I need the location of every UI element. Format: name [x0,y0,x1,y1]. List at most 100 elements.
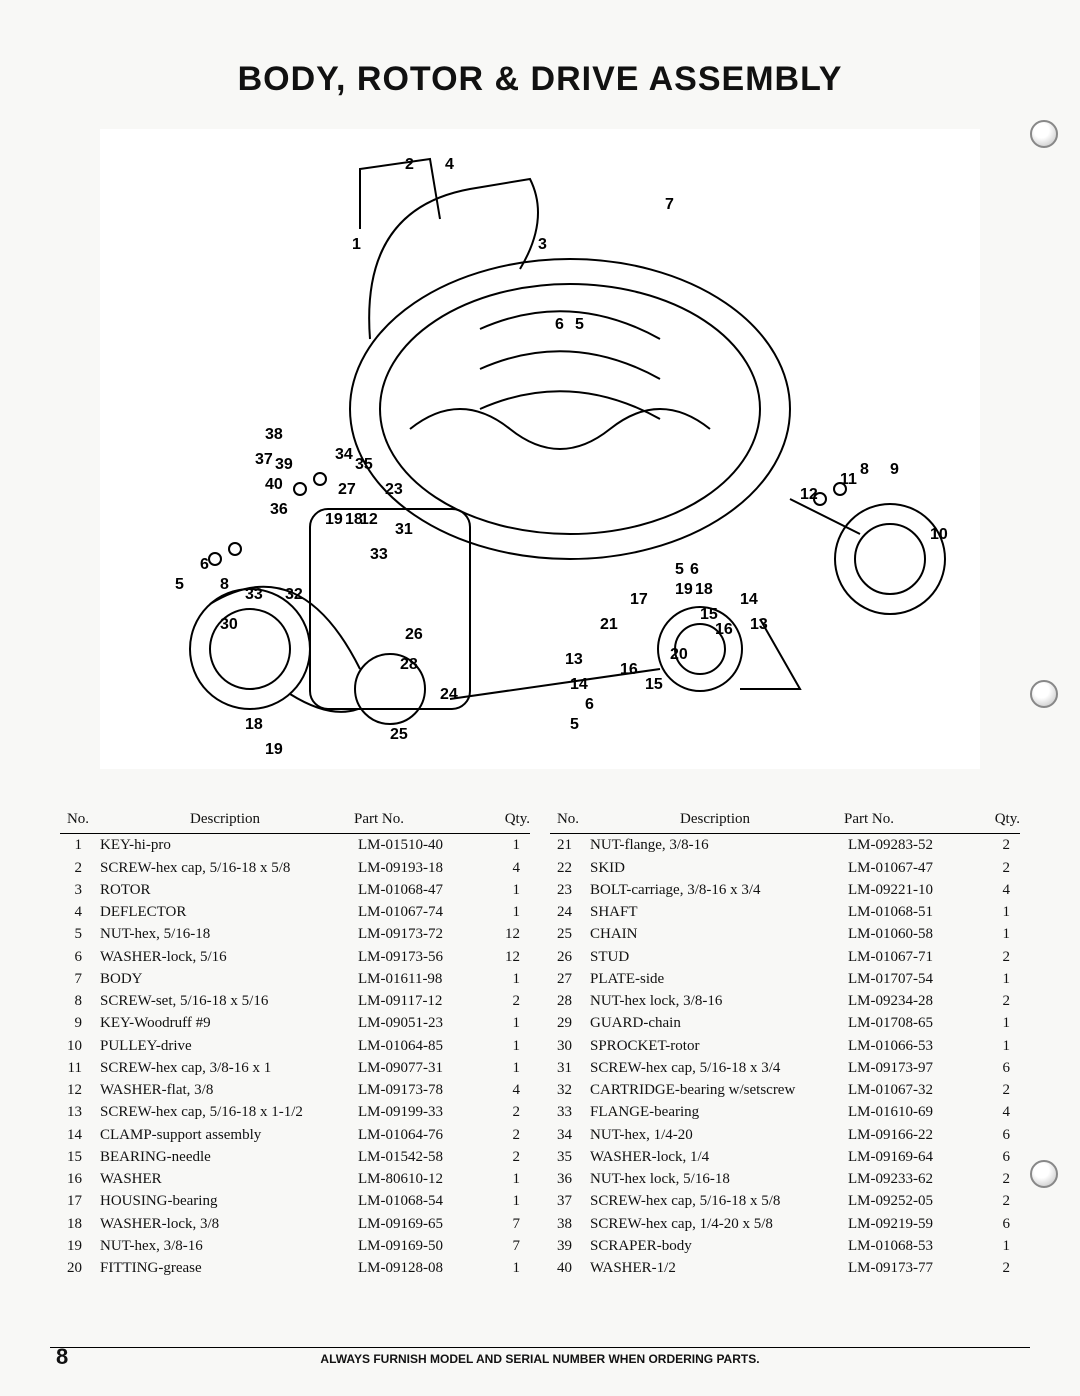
cell-no: 19 [60,1235,96,1257]
svg-text:18: 18 [245,716,263,733]
cell-desc: WASHER-lock, 5/16 [96,946,354,968]
svg-text:33: 33 [245,586,263,603]
cell-no: 24 [550,901,586,923]
cell-no: 32 [550,1079,586,1101]
svg-text:12: 12 [360,511,378,528]
cell-pn: LM-01060-58 [844,923,974,945]
table-row: 36NUT-hex lock, 5/16-18LM-09233-622 [550,1168,1020,1190]
cell-desc: CLAMP-support assembly [96,1124,354,1146]
cell-no: 30 [550,1035,586,1057]
table-row: 39SCRAPER-bodyLM-01068-531 [550,1235,1020,1257]
cell-pn: LM-09219-59 [844,1213,974,1235]
cell-desc: WASHER-1/2 [586,1257,844,1279]
svg-text:16: 16 [620,661,638,678]
table-row: 16WASHERLM-80610-121 [60,1168,530,1190]
cell-no: 7 [60,968,96,990]
cell-pn: LM-01067-32 [844,1079,974,1101]
col-qty: Qty. [974,809,1020,834]
svg-text:6: 6 [200,556,209,573]
cell-no: 17 [60,1190,96,1212]
col-no: No. [60,809,96,834]
cell-qty: 2 [484,1101,530,1123]
svg-text:25: 25 [390,726,408,743]
cell-no: 40 [550,1257,586,1279]
cell-qty: 4 [484,1079,530,1101]
table-row: 13SCREW-hex cap, 5/16-18 x 1-1/2LM-09199… [60,1101,530,1123]
svg-text:19: 19 [325,511,343,528]
table-row: 14CLAMP-support assemblyLM-01064-762 [60,1124,530,1146]
cell-no: 37 [550,1190,586,1212]
cell-no: 1 [60,834,96,857]
punch-hole-icon [1030,1160,1058,1188]
cell-desc: SCREW-hex cap, 5/16-18 x 1-1/2 [96,1101,354,1123]
cell-pn: LM-09233-62 [844,1168,974,1190]
cell-no: 11 [60,1057,96,1079]
cell-pn: LM-01068-47 [354,879,484,901]
svg-text:20: 20 [670,646,688,663]
cell-desc: NUT-hex, 1/4-20 [586,1124,844,1146]
table-row: 21NUT-flange, 3/8-16LM-09283-522 [550,834,1020,857]
cell-desc: NUT-hex, 3/8-16 [96,1235,354,1257]
svg-text:38: 38 [265,426,283,443]
cell-pn: LM-01542-58 [354,1146,484,1168]
cell-pn: LM-01707-54 [844,968,974,990]
cell-qty: 2 [974,1257,1020,1279]
cell-qty: 2 [974,990,1020,1012]
cell-qty: 2 [974,834,1020,857]
punch-hole-icon [1030,680,1058,708]
parts-table-left: No. Description Part No. Qty. 1KEY-hi-pr… [60,809,530,1279]
cell-pn: LM-09173-56 [354,946,484,968]
cell-no: 25 [550,923,586,945]
cell-qty: 6 [974,1213,1020,1235]
cell-no: 13 [60,1101,96,1123]
cell-pn: LM-01610-69 [844,1101,974,1123]
cell-no: 34 [550,1124,586,1146]
cell-no: 36 [550,1168,586,1190]
cell-pn: LM-80610-12 [354,1168,484,1190]
svg-text:18: 18 [695,581,713,598]
svg-text:5: 5 [575,316,584,333]
svg-text:27: 27 [338,481,356,498]
svg-text:23: 23 [385,481,403,498]
table-row: 35WASHER-lock, 1/4LM-09169-646 [550,1146,1020,1168]
svg-text:40: 40 [265,476,283,493]
svg-text:6: 6 [585,696,594,713]
cell-qty: 2 [974,1190,1020,1212]
cell-qty: 4 [974,879,1020,901]
cell-desc: SCREW-hex cap, 5/16-18 x 5/8 [586,1190,844,1212]
cell-qty: 6 [974,1146,1020,1168]
cell-pn: LM-01064-76 [354,1124,484,1146]
svg-text:5: 5 [675,561,684,578]
table-row: 6WASHER-lock, 5/16LM-09173-5612 [60,946,530,968]
svg-text:7: 7 [665,196,674,213]
cell-qty: 7 [484,1235,530,1257]
cell-desc: FLANGE-bearing [586,1101,844,1123]
page-title: BODY, ROTOR & DRIVE ASSEMBLY [50,60,1030,99]
table-row: 12WASHER-flat, 3/8LM-09173-784 [60,1079,530,1101]
svg-text:21: 21 [600,616,618,633]
footer-note: ALWAYS FURNISH MODEL AND SERIAL NUMBER W… [50,1347,1030,1366]
cell-qty: 1 [974,1012,1020,1034]
cell-qty: 7 [484,1213,530,1235]
cell-desc: SCREW-hex cap, 1/4-20 x 5/8 [586,1213,844,1235]
svg-text:16: 16 [715,621,733,638]
cell-qty: 1 [974,1035,1020,1057]
cell-no: 33 [550,1101,586,1123]
cell-desc: SKID [586,857,844,879]
cell-qty: 2 [484,990,530,1012]
cell-no: 28 [550,990,586,1012]
table-row: 27PLATE-sideLM-01707-541 [550,968,1020,990]
svg-text:15: 15 [645,676,663,693]
svg-text:1: 1 [352,236,361,253]
cell-desc: HOUSING-bearing [96,1190,354,1212]
svg-text:28: 28 [400,656,418,673]
table-row: 4DEFLECTORLM-01067-741 [60,901,530,923]
svg-text:8: 8 [860,461,869,478]
cell-desc: DEFLECTOR [96,901,354,923]
cell-desc: PLATE-side [586,968,844,990]
svg-text:26: 26 [405,626,423,643]
cell-no: 38 [550,1213,586,1235]
table-row: 28NUT-hex lock, 3/8-16LM-09234-282 [550,990,1020,1012]
cell-no: 27 [550,968,586,990]
cell-no: 35 [550,1146,586,1168]
